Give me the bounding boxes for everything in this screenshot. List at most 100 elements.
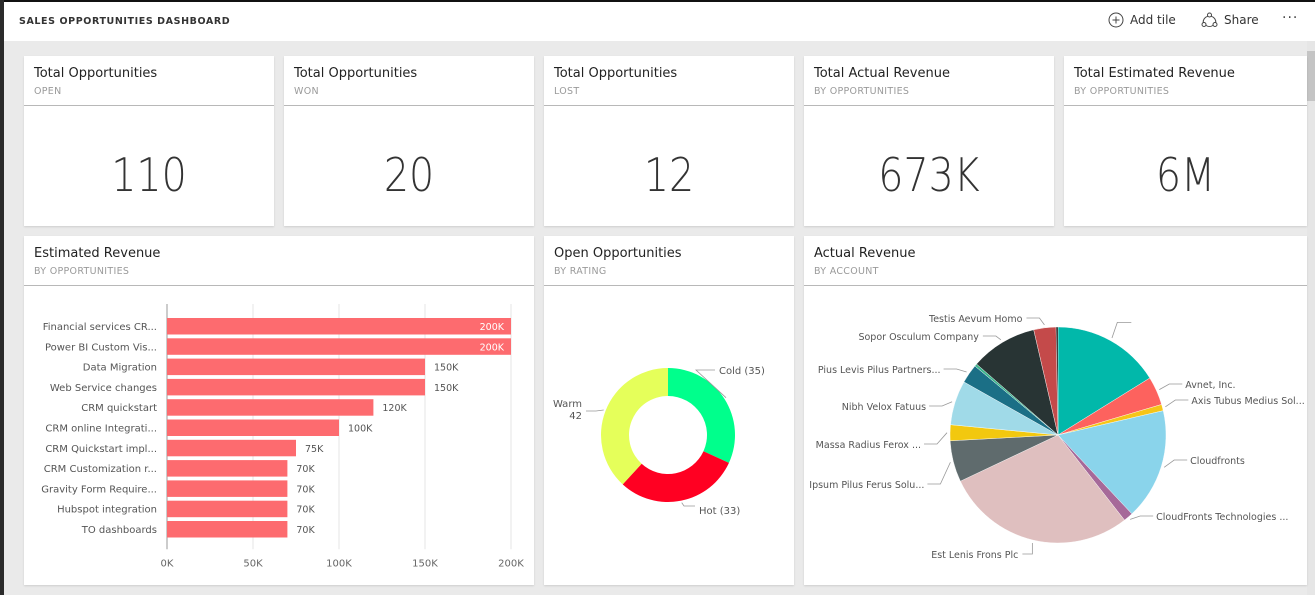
- data-label: 70K: [296, 505, 315, 516]
- slice-value: 42: [569, 411, 582, 422]
- bar: [167, 500, 288, 518]
- leader-line: [929, 401, 953, 407]
- y-category-label: Gravity Form Require...: [41, 484, 157, 495]
- tile-title: Estimated Revenue: [34, 246, 161, 261]
- kpi-tile-total-actual-revenue[interactable]: Total Actual Revenue BY OPPORTUNITIES 67…: [804, 56, 1054, 226]
- y-category-label: Financial services CR...: [43, 322, 157, 333]
- x-tick-label: 50K: [243, 558, 263, 569]
- kpi-tile-open-opportunities[interactable]: Total Opportunities OPEN 110: [24, 56, 274, 226]
- leader-line: [1130, 515, 1154, 520]
- y-category-label: CRM quickstart: [81, 403, 157, 414]
- tile-divider: [1064, 105, 1307, 106]
- tile-title: Open Opportunities: [554, 246, 682, 261]
- bar: [167, 419, 339, 436]
- pie-slice-label: Avnet, Inc.: [1185, 380, 1235, 391]
- leader-line: [1111, 321, 1132, 339]
- scrollbar-thumb[interactable]: [1307, 51, 1315, 101]
- y-category-label: Data Migration: [83, 363, 157, 374]
- leader-line: [982, 335, 1002, 341]
- bar: [167, 521, 288, 538]
- tile-divider: [284, 105, 534, 106]
- tile-title: Total Opportunities: [554, 66, 678, 81]
- bar: [167, 318, 511, 335]
- tile-title: Total Estimated Revenue: [1074, 66, 1235, 81]
- leader-line: [924, 432, 948, 445]
- actual-revenue-tile[interactable]: Actual Revenue BY ACCOUNT Avnet, Inc. Axi…: [804, 236, 1307, 585]
- kpi-tile-won-opportunities[interactable]: Total Opportunities WON 20: [284, 56, 534, 226]
- slice-label: Cold (35): [719, 366, 765, 377]
- tile-title: Total Opportunities: [34, 66, 158, 81]
- kpi-value: 20: [383, 148, 435, 202]
- open-opportunities-tile[interactable]: Open Opportunities BY RATING Cold (35) Ho…: [544, 236, 794, 585]
- estimated-revenue-tile[interactable]: Estimated Revenue BY OPPORTUNITIES 0K 50K…: [24, 236, 534, 585]
- pie-slice: [1057, 410, 1167, 515]
- pie-slice-label: Massa Radius Ferox ...: [816, 440, 921, 451]
- slice-label: Warm: [553, 399, 582, 410]
- share-label: Share: [1224, 13, 1259, 27]
- data-label: 150K: [434, 363, 459, 374]
- plus-circle-icon: [1108, 12, 1124, 28]
- add-tile-label: Add tile: [1130, 13, 1176, 27]
- data-label: 70K: [296, 525, 315, 536]
- kpi-value: 6M: [1155, 148, 1216, 202]
- tile-subtitle: BY OPPORTUNITIES: [34, 266, 130, 277]
- tile-subtitle: BY OPPORTUNITIES: [814, 86, 910, 97]
- add-tile-button[interactable]: Add tile: [1108, 12, 1176, 28]
- pie-slice-label: Axis Tubus Medius Sol...: [1191, 396, 1304, 407]
- pie-slice-label: Ipsum Pilus Ferus Solu...: [809, 480, 924, 491]
- leader-line: [694, 369, 727, 398]
- dashboard-header: SALES OPPORTUNITIES DASHBOARD Add tile S…: [4, 2, 1315, 41]
- data-label: 200K: [480, 342, 505, 353]
- leader-line: [943, 368, 967, 373]
- estimated-revenue-bar-chart: 0K 50K 100K 150K 200K Financial services CR..…: [41, 304, 524, 569]
- kpi-tile-lost-opportunities[interactable]: Total Opportunities LOST 12: [544, 56, 794, 226]
- leader-line: [1159, 383, 1183, 390]
- pie-slice: [1055, 326, 1059, 436]
- y-category-label: Web Service changes: [50, 383, 157, 394]
- pie-slice-label: Nibh Velox Fatuus: [842, 402, 926, 413]
- leader-line: [1163, 459, 1188, 468]
- slice-label: Hot (33): [699, 506, 740, 517]
- tile-title: Total Opportunities: [294, 66, 418, 81]
- tile-title: Actual Revenue: [814, 246, 916, 261]
- leader-line: [681, 502, 695, 507]
- kpi-value: 110: [111, 148, 187, 202]
- kpi-value: 12: [643, 148, 695, 202]
- leader-line: [586, 409, 604, 412]
- data-label: 120K: [382, 403, 407, 414]
- y-category-label: Power BI Custom Vis...: [45, 342, 157, 353]
- kpi-tile-total-estimated-revenue[interactable]: Total Estimated Revenue BY OPPORTUNITIES…: [1064, 56, 1307, 226]
- y-category-label: TO dashboards: [81, 525, 157, 536]
- donut-slice-hot: [622, 451, 729, 502]
- tile-divider: [24, 285, 534, 286]
- dashboard-title: SALES OPPORTUNITIES DASHBOARD: [19, 16, 231, 27]
- data-label: 70K: [296, 464, 315, 475]
- tile-subtitle: WON: [294, 86, 319, 97]
- pie-slice-label: Est Lenis Frons Plc: [931, 550, 1018, 561]
- pie-slice: [1057, 326, 1151, 436]
- bar: [167, 480, 288, 497]
- kpi-value: 673K: [878, 148, 980, 202]
- bar: [167, 358, 425, 376]
- pie-slice-label: Pius Levis Pilus Partners...: [818, 365, 941, 376]
- donut-slice-cold: [668, 368, 735, 463]
- donut-slice-warm: [601, 368, 668, 485]
- vertical-scrollbar[interactable]: [1307, 41, 1315, 595]
- pie-slice-label: Testis Aevum Homo: [928, 314, 1023, 325]
- tile-divider: [804, 105, 1054, 106]
- share-button[interactable]: Share: [1201, 12, 1259, 28]
- tile-divider: [544, 105, 794, 106]
- x-tick-label: 0K: [161, 558, 174, 569]
- tile-title: Total Actual Revenue: [814, 66, 950, 81]
- more-options-button[interactable]: ···: [1282, 10, 1299, 26]
- tile-divider: [804, 285, 1307, 286]
- pie-slice-label: Cloudfronts: [1190, 456, 1245, 467]
- bar: [167, 338, 511, 355]
- y-category-label: Hubspot integration: [57, 505, 157, 516]
- x-tick-label: 200K: [498, 558, 524, 569]
- tile-subtitle: BY ACCOUNT: [814, 266, 879, 277]
- data-label: 70K: [296, 484, 315, 495]
- window-top-border: [0, 0, 1315, 2]
- bar: [167, 460, 288, 477]
